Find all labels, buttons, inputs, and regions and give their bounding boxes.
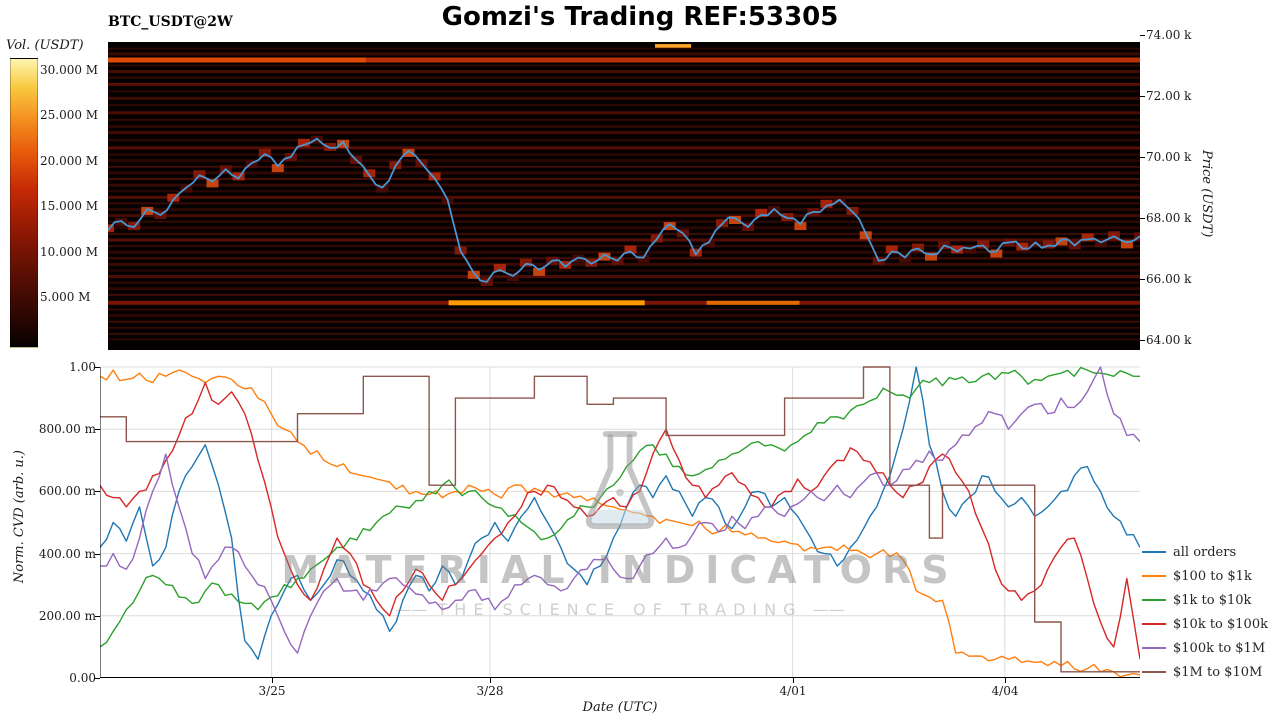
legend-item-1M-10M: $1M to $10M xyxy=(1142,660,1278,684)
cvd-tick-label: 800.00 m xyxy=(38,422,96,436)
cvd-panel xyxy=(100,365,1140,678)
date-tick-label: 3/28 xyxy=(476,684,504,698)
colorbar-tick: 25.000 M xyxy=(40,108,99,122)
legend-line-sample xyxy=(1142,623,1166,625)
legend-line-sample xyxy=(1142,551,1166,553)
cvd-tickmark xyxy=(95,491,100,492)
date-tickmark xyxy=(793,678,794,683)
legend-item-10k-100k: $10k to $100k xyxy=(1142,612,1278,636)
legend-item-all-orders: all orders xyxy=(1142,540,1278,564)
colorbar-label: Vol. (USDT) xyxy=(6,38,84,53)
cvd-plot xyxy=(100,366,1140,678)
price-tickmark xyxy=(1140,340,1145,341)
cvd-tick-label: 200.00 m xyxy=(38,609,96,623)
legend-item-100-1k: $100 to $1k xyxy=(1142,564,1278,588)
price-tick-label: 64.00 k xyxy=(1146,333,1192,347)
date-tick-label: 4/04 xyxy=(991,684,1019,698)
date-tick-label: 3/25 xyxy=(258,684,286,698)
heatmap-panel xyxy=(108,42,1140,350)
cvd-axis-label: Norm. CVD (arb. u.) xyxy=(12,450,27,584)
date-axis-label: Date (UTC) xyxy=(582,700,658,715)
price-tickmark xyxy=(1140,218,1145,219)
date-tickmark xyxy=(272,678,273,683)
date-tickmark xyxy=(1005,678,1006,683)
price-tickmark xyxy=(1140,279,1145,280)
cvd-tick-label: 1.00 xyxy=(69,360,96,374)
legend-line-sample xyxy=(1142,647,1166,649)
price-tickmark xyxy=(1140,157,1145,158)
price-tickmark xyxy=(1140,96,1145,97)
page-title: Gomzi's Trading REF:53305 xyxy=(441,2,839,32)
cvd-tickmark xyxy=(95,367,100,368)
price-tick-label: 74.00 k xyxy=(1146,28,1192,42)
cvd-tickmark xyxy=(95,554,100,555)
price-tickmark xyxy=(1140,35,1145,36)
cvd-tick-label: 400.00 m xyxy=(38,547,96,561)
price-axis-label: Price (USDT) xyxy=(1199,150,1214,238)
cvd-tickmark xyxy=(95,429,100,430)
legend-item-1k-10k: $1k to $10k xyxy=(1142,588,1278,612)
legend-item-100k-1M: $100k to $1M xyxy=(1142,636,1278,660)
colorbar-tick: 10.000 M xyxy=(40,245,99,259)
heatmap-plot xyxy=(108,44,1140,341)
legend: all orders $100 to $1k $1k to $10k $10k … xyxy=(1142,540,1278,684)
volume-colorbar xyxy=(10,58,38,348)
price-tick-label: 72.00 k xyxy=(1146,89,1192,103)
colorbar-tick: 20.000 M xyxy=(40,154,99,168)
price-tick-label: 70.00 k xyxy=(1146,150,1192,164)
colorbar-tick: 15.000 M xyxy=(40,199,99,213)
cvd-tick-label: 0.00 xyxy=(69,671,96,685)
colorbar-tick: 5.000 M xyxy=(40,290,91,304)
price-tick-label: 68.00 k xyxy=(1146,211,1192,225)
cvd-tickmark xyxy=(95,678,100,679)
colorbar-tick: 30.000 M xyxy=(40,63,99,77)
cvd-tick-label: 600.00 m xyxy=(38,484,96,498)
symbol-label: BTC_USDT@2W xyxy=(108,14,233,30)
date-tick-label: 4/01 xyxy=(779,684,807,698)
date-tickmark xyxy=(490,678,491,683)
legend-line-sample xyxy=(1142,599,1166,601)
legend-line-sample xyxy=(1142,575,1166,577)
legend-line-sample xyxy=(1142,671,1166,673)
cvd-tickmark xyxy=(95,616,100,617)
price-tick-label: 66.00 k xyxy=(1146,272,1192,286)
